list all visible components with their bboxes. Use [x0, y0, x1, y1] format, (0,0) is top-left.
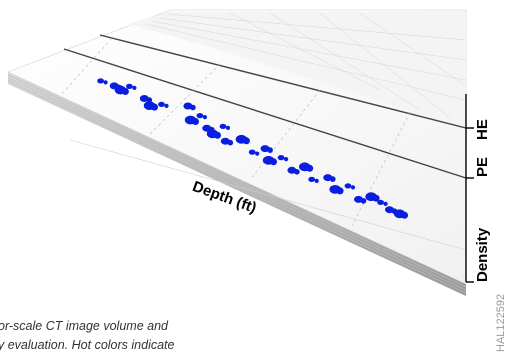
data-point-cluster: [294, 169, 300, 175]
data-point-cluster: [121, 88, 129, 95]
track-label-pe: PE: [474, 156, 491, 177]
data-point-cluster: [372, 194, 380, 202]
data-point-cluster: [227, 139, 234, 146]
data-point-cluster: [284, 157, 289, 162]
data-point-cluster: [270, 158, 277, 166]
data-point-cluster: [151, 103, 158, 111]
track-dividers: [63, 34, 467, 179]
data-point-cluster: [202, 115, 207, 120]
caption: or-scale CT image volume and y evaluatio…: [0, 317, 470, 355]
caption-line-1: or-scale CT image volume and: [0, 319, 168, 333]
track-label-density: Density: [474, 227, 491, 282]
data-point-cluster: [314, 178, 319, 183]
data-point-cluster: [164, 103, 169, 108]
he-track-grid: [145, 12, 467, 119]
data-point-cluster: [192, 118, 199, 125]
markers-layer: [97, 78, 409, 219]
data-point-cluster: [350, 185, 356, 190]
data-point: [219, 123, 227, 129]
data-point: [158, 101, 165, 107]
figure-id: HAL122592: [495, 293, 507, 352]
caption-line-2: y evaluation. Hot colors indicate: [0, 338, 175, 352]
data-point-cluster: [383, 201, 388, 206]
data-point: [308, 176, 316, 182]
data-point-cluster: [306, 164, 314, 172]
data-point-cluster: [336, 187, 344, 195]
data-point-cluster: [225, 125, 231, 130]
data-point: [196, 113, 204, 119]
data-point-cluster: [103, 80, 108, 85]
data-point: [248, 149, 256, 155]
data-point-cluster: [401, 211, 409, 219]
depth-axis-line: [69, 139, 467, 251]
data-point: [97, 78, 104, 84]
data-point: [277, 155, 285, 161]
data-point-cluster: [330, 176, 336, 182]
data-point-cluster: [132, 85, 137, 90]
track-label-he: HE: [474, 119, 491, 140]
data-point-cluster: [255, 151, 260, 156]
data-point-cluster: [190, 104, 196, 111]
data-point: [344, 183, 352, 189]
data-point-cluster: [267, 147, 273, 153]
data-point-cluster: [360, 198, 367, 204]
data-point: [125, 83, 133, 89]
data-point-cluster: [242, 137, 250, 145]
he-track-texture: [128, 12, 466, 128]
data-point: [377, 199, 384, 205]
track-brackets: [465, 94, 474, 283]
data-point-cluster: [214, 131, 221, 139]
depth-grid: [59, 37, 411, 227]
panel-side-lines: [7, 74, 467, 294]
